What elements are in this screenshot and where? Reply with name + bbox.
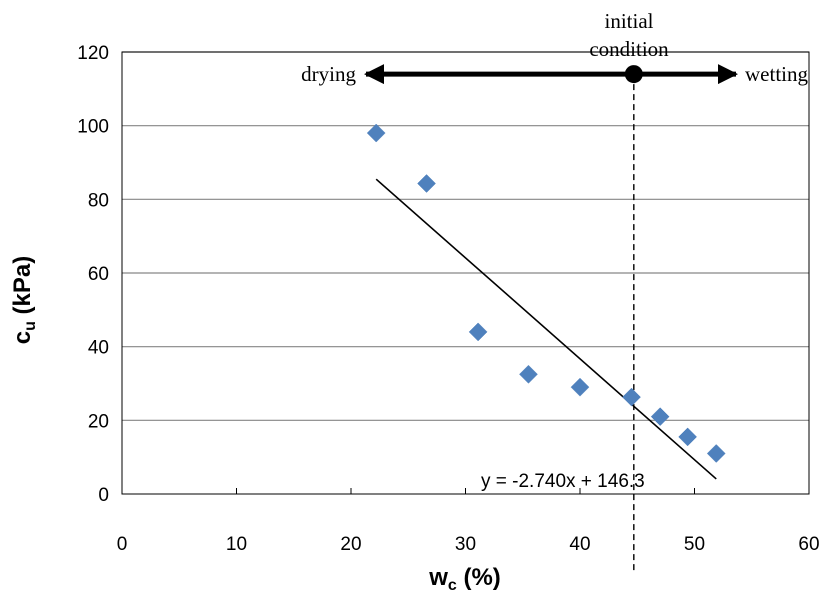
y-tick-label-80: 80: [88, 190, 109, 211]
y-axis-title-sub: u: [22, 321, 39, 331]
x-tick-label-10: 10: [226, 534, 247, 555]
x-tick-label-20: 20: [340, 534, 361, 555]
x-tick-label-0: 0: [117, 534, 128, 555]
trendline-equation: y = -2.740x + 146.3: [481, 471, 645, 492]
x-axis-title-sub: c: [448, 577, 457, 594]
x-tick-label-60: 60: [798, 534, 819, 555]
trendline-group: [375, 178, 717, 480]
y-axis-title-rest: (kPa): [9, 256, 36, 321]
data-point-2: [417, 174, 436, 193]
x-tick-label-50: 50: [684, 534, 705, 555]
data-point-4: [519, 364, 538, 384]
y-tick-labels: 0 20 40 60 80 100 120: [77, 43, 109, 506]
data-point-5: [570, 377, 590, 397]
axes: [121, 51, 810, 495]
wetting-label: wetting: [745, 62, 808, 86]
y-tick-label-120: 120: [77, 43, 109, 64]
y-tick-label-0: 0: [98, 485, 109, 506]
y-axis-title-main: c: [9, 331, 36, 344]
data-point-8: [678, 427, 697, 447]
y-tick-label-100: 100: [77, 117, 109, 138]
gridlines: [122, 51, 809, 421]
x-axis-title-rest: (%): [457, 564, 501, 591]
trendline: [375, 178, 717, 480]
initial-condition-label: initial condition: [589, 9, 669, 61]
x-tick-label-40: 40: [569, 534, 590, 555]
data-point-6: [622, 387, 641, 407]
data-point-9: [706, 444, 726, 463]
y-axis-title: cu (kPa): [9, 256, 39, 345]
data-point-1: [366, 123, 386, 143]
y-tick-label-20: 20: [88, 411, 109, 432]
x-axis-title: wc (%): [428, 564, 501, 594]
x-axis-title-main: w: [428, 564, 448, 591]
data-point-3: [468, 322, 488, 342]
x-tick-label-30: 30: [455, 534, 476, 555]
initial-condition-line-2: condition: [589, 37, 669, 61]
x-tick-labels: 0 10 20 30 40 50 60: [117, 534, 820, 555]
drying-label: drying: [301, 62, 356, 86]
y-tick-label-60: 60: [88, 264, 109, 285]
data-point-7: [650, 407, 670, 427]
y-tick-label-40: 40: [88, 338, 109, 359]
annotations: [364, 64, 738, 85]
initial-condition-line-1: initial: [605, 9, 654, 33]
initial-condition-marker: [624, 65, 643, 84]
data-points: [366, 123, 726, 463]
